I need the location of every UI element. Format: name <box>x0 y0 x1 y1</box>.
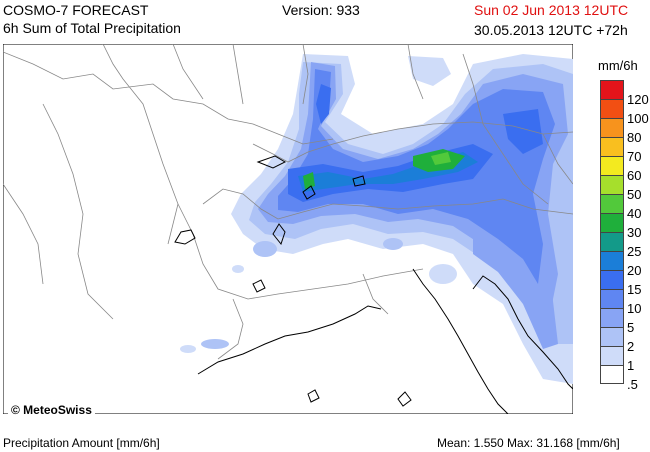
legend-swatch <box>600 308 624 327</box>
legend-swatch <box>600 137 624 156</box>
legend-unit: mm/6h <box>598 58 638 73</box>
legend-swatch <box>600 232 624 251</box>
legend-swatch <box>600 175 624 194</box>
legend-label: 10 <box>627 301 642 316</box>
coastlines <box>174 155 573 414</box>
legend-swatch <box>600 270 624 289</box>
footer-variable: Precipitation Amount [mm/6h] <box>3 436 160 450</box>
legend-label: 5 <box>627 320 635 335</box>
footer-statistics: Mean: 1.550 Max: 31.168 [mm/6h] <box>437 436 620 450</box>
legend-swatch <box>600 289 624 308</box>
init-time: 30.05.2013 12UTC +72h <box>474 22 628 38</box>
valid-time: Sun 02 Jun 2013 12UTC <box>474 2 629 18</box>
legend-label: .5 <box>627 377 638 392</box>
legend-label: 120 <box>627 92 649 107</box>
legend-label: 20 <box>627 263 642 278</box>
legend-label: 70 <box>627 149 642 164</box>
legend-swatch <box>600 118 624 137</box>
legend-swatch <box>600 251 624 270</box>
forecast-title: COSMO-7 FORECAST <box>3 2 149 18</box>
legend-swatch <box>600 327 624 346</box>
legend-label: 60 <box>627 168 642 183</box>
legend-label: 15 <box>627 282 642 297</box>
legend-swatch <box>600 346 624 365</box>
legend-swatch <box>600 213 624 232</box>
legend-label: 40 <box>627 206 642 221</box>
legend-label: 2 <box>627 339 635 354</box>
legend-swatch <box>600 365 624 384</box>
precipitation-legend <box>600 80 624 384</box>
legend-label: 80 <box>627 130 642 145</box>
legend-label: 100 <box>627 111 649 126</box>
copyright-label: © MeteoSwiss <box>8 403 95 417</box>
legend-swatch <box>600 156 624 175</box>
precipitation-field <box>180 54 573 384</box>
model-version: Version: 933 <box>282 2 360 18</box>
precipitation-map <box>3 44 573 414</box>
legend-label: 1 <box>627 358 635 373</box>
country-borders <box>3 44 573 360</box>
legend-label: 50 <box>627 187 642 202</box>
legend-swatch <box>600 99 624 118</box>
legend-swatch <box>600 194 624 213</box>
forecast-subtitle: 6h Sum of Total Precipitation <box>3 20 181 36</box>
legend-swatch <box>600 80 624 99</box>
legend-label: 30 <box>627 225 642 240</box>
legend-label: 25 <box>627 244 642 259</box>
